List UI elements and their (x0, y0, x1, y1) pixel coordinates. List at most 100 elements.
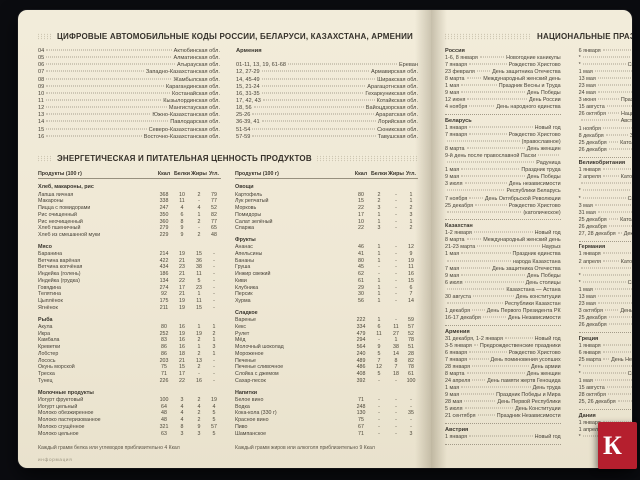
row-code: 1 января (445, 433, 468, 440)
food-group-title: Овощи (235, 184, 254, 191)
food-value: - (395, 257, 397, 264)
food-value: 2 (409, 205, 413, 212)
food-row: Ананас 46 1 - 12 (235, 244, 418, 251)
row-code: 1 мая (445, 83, 460, 90)
code-row: 18, 56 Вайоцдзорская обл. (236, 105, 418, 112)
food-value: 5 (212, 417, 216, 424)
food-value: - (213, 271, 215, 278)
food-value: 4 (180, 403, 184, 410)
row-value: День женщин (526, 146, 561, 153)
food-value: - (378, 377, 380, 384)
holiday-row: *Католическая Пасха (579, 273, 632, 280)
dotted-leader (602, 175, 619, 177)
food-value: 6 (377, 323, 381, 330)
dotted-leader (602, 127, 632, 129)
food-name: Индейка (голень) (38, 271, 81, 278)
dotted-leader (46, 113, 151, 115)
row-value: Международный женский день (483, 237, 561, 244)
row-value: Новый год (534, 433, 561, 440)
food-value: 130 (356, 410, 366, 417)
row-code: 04 (38, 48, 45, 54)
holiday-row: 3 июня Праздник Тела Христова (579, 97, 632, 104)
row-code: 25 декабря (578, 314, 607, 321)
food-name: Треска (38, 371, 55, 378)
dotted-leader (580, 119, 619, 121)
holiday-row: 28 января День армии (445, 364, 561, 371)
country-title: Россия (445, 48, 465, 54)
food-value: 2 (197, 350, 201, 357)
food-value: 80 (358, 191, 364, 198)
food-value: 247 (159, 205, 169, 212)
dotted-leader (46, 56, 172, 58)
food-row: Икра 252 19 19 2 (38, 331, 221, 338)
row-code: 16, 31-35 (236, 90, 260, 97)
row-code: 51-54 (236, 126, 251, 133)
food-value: 14 (393, 350, 399, 357)
row-value: Рождество Христово (508, 62, 561, 69)
food-value: 16 (179, 337, 185, 344)
holiday-row: * Светлый понедельник (579, 196, 632, 203)
code-row: 13 Южно-Казахстанская обл. (38, 112, 220, 119)
food-value: - (213, 364, 215, 371)
row-code: 6 января (578, 349, 601, 356)
holiday-row: 23 февраля День защитника Отечества (445, 69, 561, 76)
dotted-leader (46, 92, 170, 94)
row-value: День Независимости Греции (611, 356, 632, 363)
food-groups-right: Овощи Картофель 80 2-1 Лук репчатый 15 2-1 Морк… (235, 184, 418, 437)
row-code: 13 мая (578, 76, 596, 83)
row-value: Ширакская обл. (377, 76, 418, 83)
food-value: 1 (197, 323, 201, 330)
row-value: Национальный праздник (621, 111, 632, 118)
food-value: 334 (356, 323, 366, 330)
row-value: Австрийской Республики (620, 118, 632, 125)
row-value: День защитника Отечества (492, 69, 561, 76)
food-value: - (395, 291, 397, 298)
food-value: 22 (179, 277, 185, 284)
food-value: 21 (179, 291, 185, 298)
food-row: Лук репчатый 15 2 - 1 (235, 198, 418, 205)
food-value: 1 (377, 218, 381, 225)
food-value: 82 (408, 357, 414, 364)
code-row: 15 Северо-Казахстанская обл. (38, 127, 220, 134)
food-name: Акула (38, 323, 53, 330)
row-value: Предрождественские праздники (479, 342, 561, 349)
country-title: Беларусь (445, 118, 472, 125)
row-code: * (578, 279, 581, 286)
dotted-leader (597, 84, 632, 86)
dotted-leader (466, 238, 482, 240)
food-value: 3 (180, 430, 184, 437)
row-value: Праздник единства (512, 251, 561, 258)
food-name: Красное вино (235, 417, 269, 424)
dotted-leader (466, 77, 482, 79)
row-value: Мангистауская обл. (168, 105, 220, 112)
holiday-row: 28 мая День Первой Республики (445, 399, 561, 406)
food-value: 86 (161, 344, 167, 351)
row-value: Атырауская обл. (176, 62, 220, 69)
holiday-row: Республики Казахстан (445, 301, 561, 308)
food-value: - (213, 298, 215, 305)
section-separator (445, 422, 561, 424)
food-value: 392 (356, 377, 366, 384)
food-value: - (395, 211, 397, 218)
food-value: 2 (197, 396, 201, 403)
holiday-row: 8 марта День женщин (445, 146, 561, 153)
holiday-row: 6 январяБогоявление (579, 350, 632, 357)
row-code: 24 апреля (445, 377, 471, 384)
code-row: 17, 42, 43 Котайкская обл. (236, 98, 418, 105)
dotted-leader (45, 99, 162, 101)
holiday-row: * Светлый понедельник (579, 62, 632, 69)
row-code: 26 декабря (578, 146, 607, 153)
food-value: 134 (159, 277, 169, 284)
food-value: 4 (180, 410, 184, 417)
food-group-title: Мясо (38, 243, 52, 250)
row-value: Республики Беларусь (506, 188, 561, 195)
food-value: 186 (159, 271, 169, 278)
food-value: 5 (212, 410, 216, 417)
food-value: - (395, 244, 397, 251)
food-name: Спаржа (235, 225, 255, 232)
dotted-leader (469, 126, 533, 128)
food-value: - (395, 277, 397, 284)
